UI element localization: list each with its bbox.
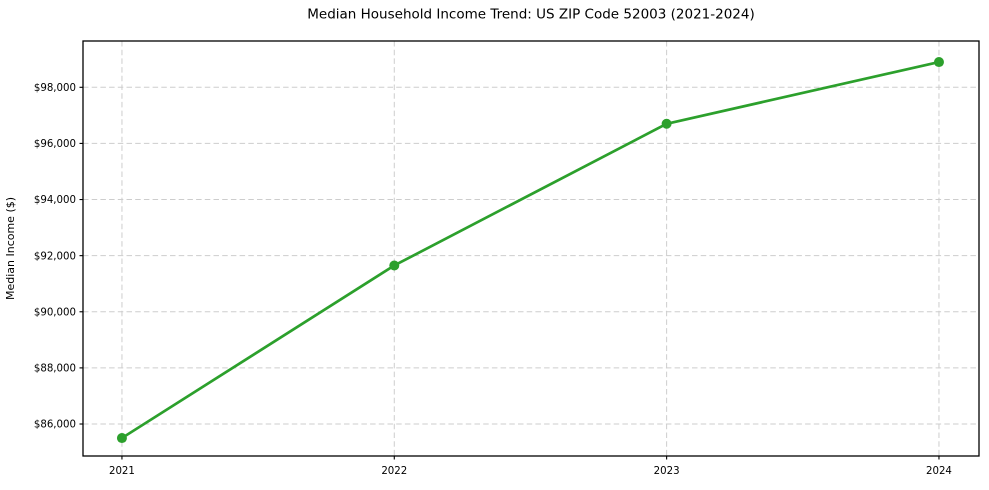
x-tick-label-2022: 2022 bbox=[381, 466, 407, 477]
x-tick-label-2024: 2024 bbox=[926, 466, 952, 477]
y-tick-label-96000: $96,000 bbox=[34, 139, 76, 150]
y-tick-label-86000: $86,000 bbox=[34, 420, 76, 431]
y-axis-label: Median Income ($) bbox=[4, 197, 17, 300]
trend-line bbox=[120, 60, 941, 440]
data-point-2021 bbox=[116, 433, 127, 444]
y-tick-label-90000: $90,000 bbox=[34, 307, 76, 318]
axes-layer bbox=[82, 40, 980, 457]
data-point-2023 bbox=[661, 118, 672, 129]
data-point-2024 bbox=[933, 57, 944, 68]
x-tick-label-2023: 2023 bbox=[654, 466, 680, 477]
chart-title: Median Household Income Trend: US ZIP Co… bbox=[307, 7, 755, 23]
y-tick-label-88000: $88,000 bbox=[34, 363, 76, 374]
x-tick-label-2021: 2021 bbox=[109, 466, 135, 477]
plot-border bbox=[82, 40, 980, 457]
grid-layer bbox=[83, 41, 979, 456]
y-tick-label-98000: $98,000 bbox=[34, 83, 76, 94]
y-tick-label-92000: $92,000 bbox=[34, 251, 76, 262]
tick-layer: $86,000 $88,000 $90,000 $92,000 $94,000 $96,0… bbox=[34, 83, 952, 477]
data-point-2022 bbox=[389, 260, 400, 271]
series-layer bbox=[116, 57, 944, 444]
y-tick-label-94000: $94,000 bbox=[34, 195, 76, 206]
